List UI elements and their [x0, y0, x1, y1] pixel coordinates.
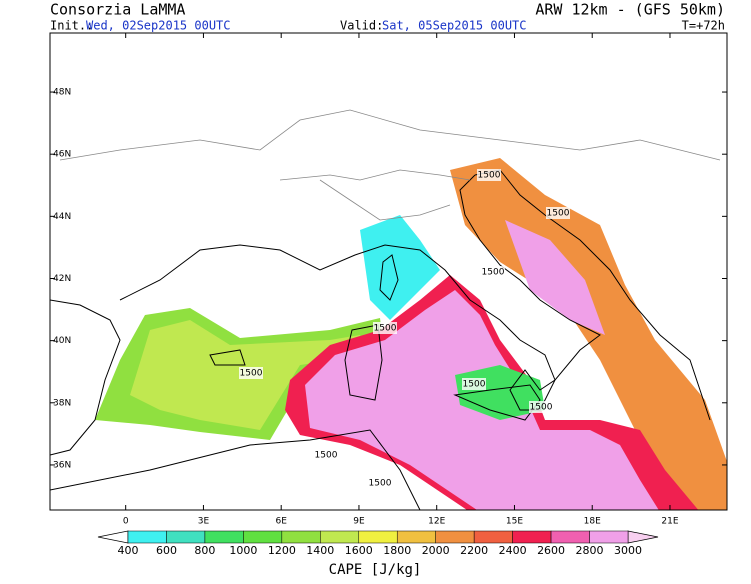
model: ARW 12km - (GFS 50km): [535, 1, 725, 19]
border: [279, 169, 471, 221]
colorbar-box: [320, 530, 360, 544]
colorbar-box: [435, 530, 475, 544]
lon-tick-label: 6E: [275, 517, 287, 527]
title: Consorzia LaMMA: [50, 1, 185, 19]
border: [59, 109, 721, 161]
colorbar-box: [281, 530, 321, 544]
colorbar-tick-label: 2000: [422, 544, 450, 557]
lat-tick-label: 44N: [53, 212, 71, 222]
lon-tick-label: 9E: [353, 517, 365, 527]
contour-label: 1500: [374, 324, 397, 334]
island: [379, 254, 399, 301]
colorbar-box: [358, 530, 398, 544]
contour-label: 1500: [315, 451, 338, 461]
contour-label: 1500: [482, 268, 505, 278]
colorbar-over: [627, 530, 659, 544]
contour-label: 1500: [547, 209, 570, 219]
colorbar-box: [243, 530, 283, 544]
colorbar-tick-label: 800: [194, 544, 215, 557]
contour-label-bg: [314, 449, 338, 461]
cape-field: [360, 215, 440, 320]
colorbar-tick-label: 2200: [460, 544, 488, 557]
colorbar-label: CAPE [J/kg]: [329, 562, 422, 578]
contour-label: 1500: [478, 171, 501, 181]
coastline: [474, 169, 711, 421]
contour-label: 1500: [530, 403, 553, 413]
island: [209, 349, 246, 366]
contour-label-bg: [529, 401, 553, 413]
contour-label-bg: [373, 322, 397, 334]
coastline: [50, 299, 121, 456]
valid-time: Sat, 05Sep2015 00UTC: [382, 19, 527, 33]
coastline: [50, 429, 421, 510]
map-frame: [49, 32, 728, 511]
contour-label-bg: [546, 207, 570, 219]
colorbar-tick-label: 1400: [306, 544, 334, 557]
colorbar-box: [512, 530, 552, 544]
colorbar-under: [97, 530, 129, 544]
contour-label-bg: [477, 169, 501, 181]
colorbar-tick-label: 1200: [268, 544, 296, 557]
lon-tick-label: 18E: [584, 517, 601, 527]
lead-time: T=+72h: [682, 19, 725, 33]
colorbar-tick-label: 600: [156, 544, 177, 557]
lon-tick-label: 12E: [428, 517, 445, 527]
lat-tick-label: 46N: [53, 150, 71, 160]
colorbar-box: [550, 530, 590, 544]
contour-label-bg: [462, 378, 486, 390]
map-area: [50, 33, 727, 510]
lon-tick-label: 3E: [198, 517, 210, 527]
lat-tick-label: 36N: [53, 460, 71, 470]
lon-tick-label: 0: [123, 517, 129, 527]
colorbar-tick-label: 3000: [614, 544, 642, 557]
lat-tick-label: 48N: [53, 88, 71, 98]
colorbar-tick-label: 2400: [499, 544, 527, 557]
island: [453, 384, 541, 421]
lat-tick-label: 40N: [53, 336, 71, 346]
colorbar-box: [166, 530, 206, 544]
colorbar-tick-label: 1600: [345, 544, 373, 557]
lat-tick-label: 38N: [53, 398, 71, 408]
colorbar-tick-label: 2800: [576, 544, 604, 557]
contour-label: 1500: [369, 479, 392, 489]
contour-label: 1500: [240, 369, 263, 379]
colorbar-tick-label: 400: [118, 544, 139, 557]
lat-tick-label: 42N: [53, 274, 71, 284]
contour-label-bg: [239, 367, 263, 379]
colorbar-box: [473, 530, 513, 544]
colorbar-box: [204, 530, 244, 544]
coastline: [119, 174, 601, 411]
colorbar-tick-label: 2600: [537, 544, 565, 557]
lon-tick-label: 15E: [506, 517, 523, 527]
lon-tick-label: 21E: [661, 517, 678, 527]
contour-label-bg: [481, 266, 505, 278]
colorbar-box: [127, 530, 167, 544]
contour-label: 1500: [463, 380, 486, 390]
contour-label-bg: [368, 477, 392, 489]
cape-field: [505, 220, 605, 335]
colorbar-box: [589, 530, 629, 544]
valid-label: Valid:: [340, 19, 383, 33]
init-time: Wed, 02Sep2015 00UTC: [86, 19, 231, 33]
init-label: Init.:: [50, 19, 93, 33]
colorbar-box: [396, 530, 436, 544]
colorbar-tick-label: 1000: [229, 544, 257, 557]
colorbar-tick-label: 1800: [383, 544, 411, 557]
